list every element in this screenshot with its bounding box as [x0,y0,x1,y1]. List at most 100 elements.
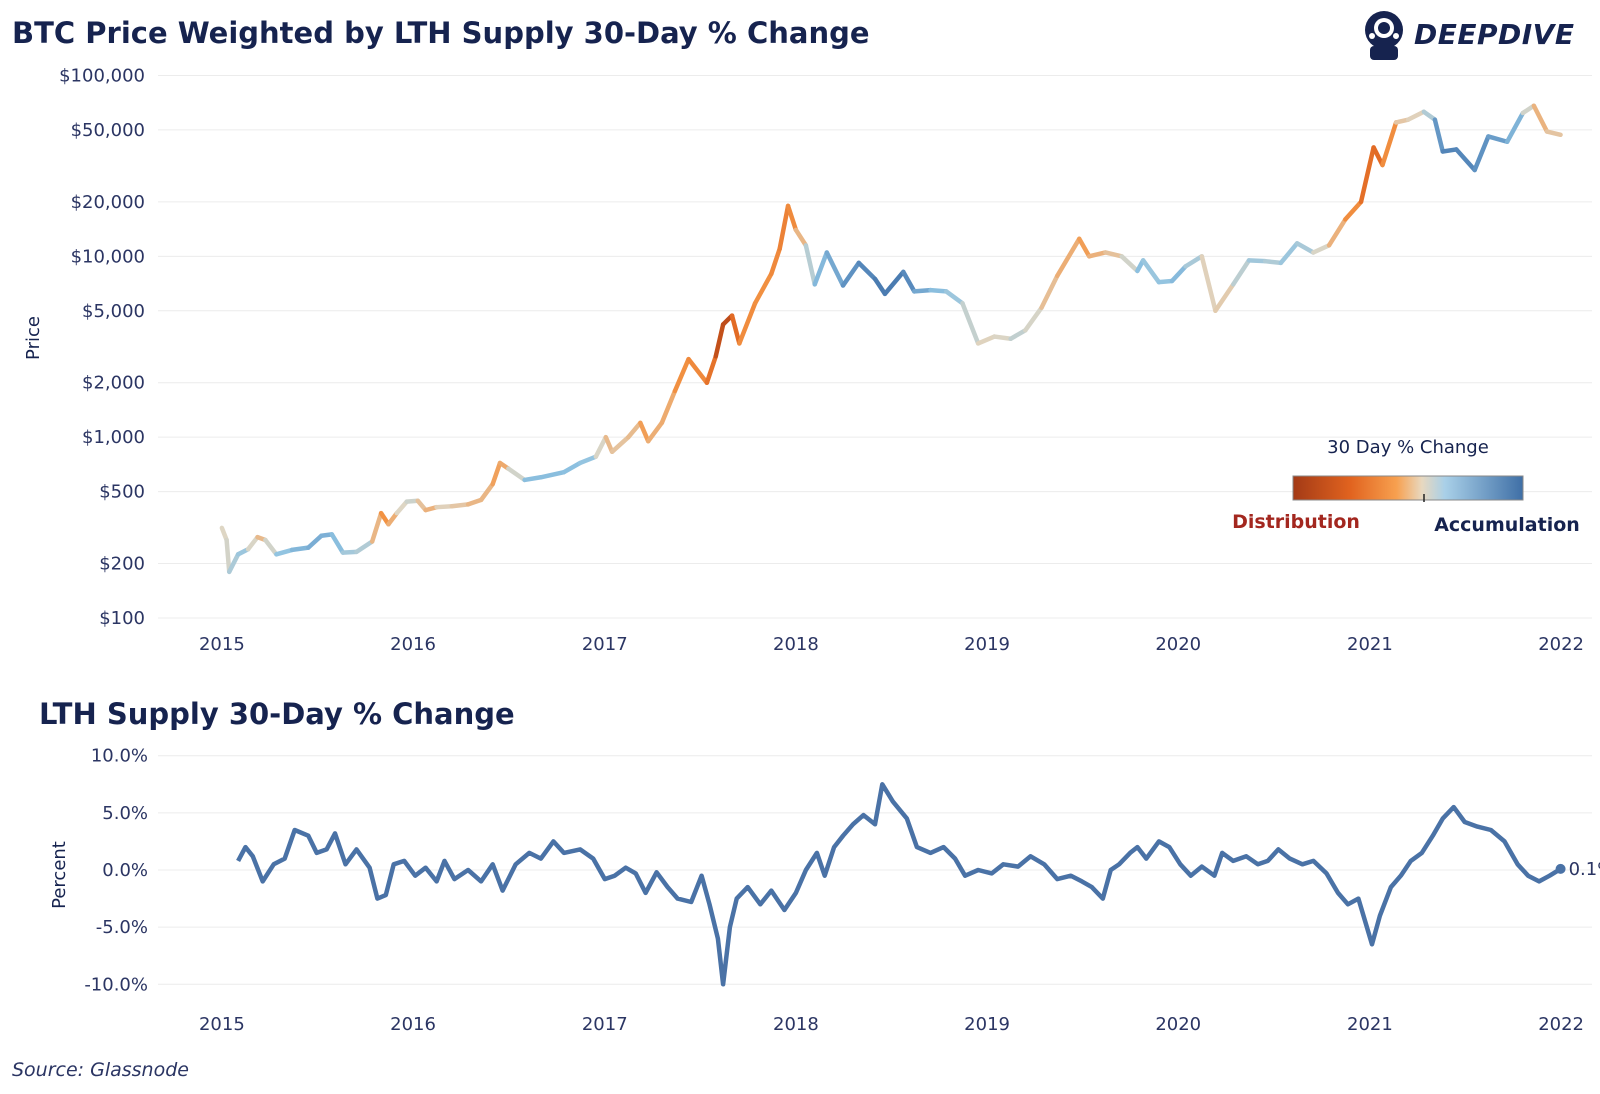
legend-title: 30 Day % Change [1327,437,1489,458]
lth-x-ticks: 2015 2016 2017 2018 2019 2020 2021 2022 [199,1014,1584,1035]
lth-y-tick-label: 0.0% [102,860,148,881]
price-segment [609,434,631,455]
price-segment [769,246,782,277]
price-segment [1294,241,1316,255]
price-segment [465,497,484,507]
price-segment [992,334,1013,342]
price-segment [603,434,615,455]
price-segment [1055,236,1082,279]
price-segment [490,460,503,487]
price-segment [274,547,295,557]
price-segment [882,269,906,297]
price-segment [1440,147,1459,154]
price-segment [752,271,774,306]
lth-x-tick-label: 2015 [199,1014,245,1035]
price-segment [856,260,878,282]
brand-name: DEEPDIVE [1414,18,1575,51]
chart-title: BTC Price Weighted by LTH Supply 30-Day … [12,16,870,50]
price-segment [1405,109,1427,122]
price-segment [737,301,758,346]
price-y-axis-label: Price [23,316,44,360]
price-segment [449,502,471,509]
lth-y-tick-label: 10.0% [91,746,148,767]
price-segment [577,454,599,466]
price-segment [1039,273,1060,310]
lth-y-tick-label: -5.0% [96,917,148,938]
price-segment [561,460,583,475]
price-segment [912,287,933,294]
lth-x-tick-label: 2017 [582,1014,628,1035]
price-segment [506,466,527,483]
price-segment [354,539,375,555]
price-segment [522,475,544,483]
lth-y-axis-label: Percent [49,841,70,909]
price-segment [1213,282,1236,314]
price-segment [803,243,818,287]
price-x-tick-label: 2016 [390,634,436,655]
price-x-tick-label: 2020 [1155,634,1201,655]
price-segment [1169,264,1188,284]
price-segment [1230,258,1252,287]
price-segment [1358,145,1376,205]
price-y-tick-label: $100 [99,608,145,629]
price-segment [226,552,241,575]
price-segment [1504,110,1526,145]
price-segment [1086,250,1108,259]
price-segment [1343,199,1364,222]
price-y-tick-label: $100,000 [59,65,145,86]
price-x-tick-label: 2019 [964,634,1010,655]
color-legend: 30 Day % Change Distribution Accumulatio… [1232,437,1580,536]
price-y-tick-label: $200 [99,554,145,575]
lth-series-line [236,782,1562,987]
price-segment [704,354,719,385]
price-segment [394,499,410,516]
price-segment [1262,258,1284,266]
price-segment [812,250,830,287]
price-segment [1432,117,1445,154]
price-segment [538,469,567,480]
lth-end-value-label: 0.1% [1569,859,1600,880]
price-segment [645,420,665,444]
price-segment [1246,258,1268,264]
price-segment [729,313,742,346]
legend-distribution-label: Distribution [1232,511,1360,533]
price-segment [434,503,455,510]
price-segment [245,534,260,552]
price-y-ticks: $100 $200 $500 $1,000 $2,000 $5,000 $10,000 $20… [59,65,145,629]
price-segment [1023,305,1044,333]
price-x-ticks: 2015 2016 2017 2018 2019 2020 2021 2022 [199,634,1584,655]
price-segment [1544,129,1563,138]
price-segment [840,260,862,288]
price-segment [1077,236,1092,259]
price-segment [1531,103,1550,134]
lth-x-tick-label: 2022 [1538,1014,1584,1035]
lth-y-tick-label: -10.0% [84,974,148,995]
price-segment [1486,134,1510,145]
source-note: Source: Glassnode [12,1059,189,1081]
price-segment [1199,254,1218,314]
price-segment [1278,241,1300,266]
price-segment [1140,258,1162,285]
price-y-tick-label: $500 [99,482,145,503]
lth-x-tick-label: 2016 [390,1014,436,1035]
price-gridlines [158,74,1592,619]
price-segment [943,289,965,306]
lth-y-ticks: 10.0% 5.0% 0.0% -5.0% -10.0% [84,746,148,996]
price-segment [686,356,710,385]
price-segment [713,322,726,359]
price-y-tick-label: $2,000 [82,373,145,394]
price-segment [306,533,324,550]
price-segment [224,537,232,575]
price-segment [478,481,495,503]
price-segment [1103,250,1124,259]
price-segment [1472,134,1491,173]
lth-x-tick-label: 2019 [964,1014,1010,1035]
price-segment [593,434,609,459]
price-chart: $100 $200 $500 $1,000 $2,000 $5,000 $10,000 $20… [23,65,1592,655]
price-segment [386,510,400,527]
price-x-tick-label: 2015 [199,634,245,655]
price-x-tick-label: 2021 [1347,634,1393,655]
lth-end-point [1555,863,1566,874]
legend-accumulation-label: Accumulation [1434,514,1580,536]
price-segment [1008,328,1028,342]
